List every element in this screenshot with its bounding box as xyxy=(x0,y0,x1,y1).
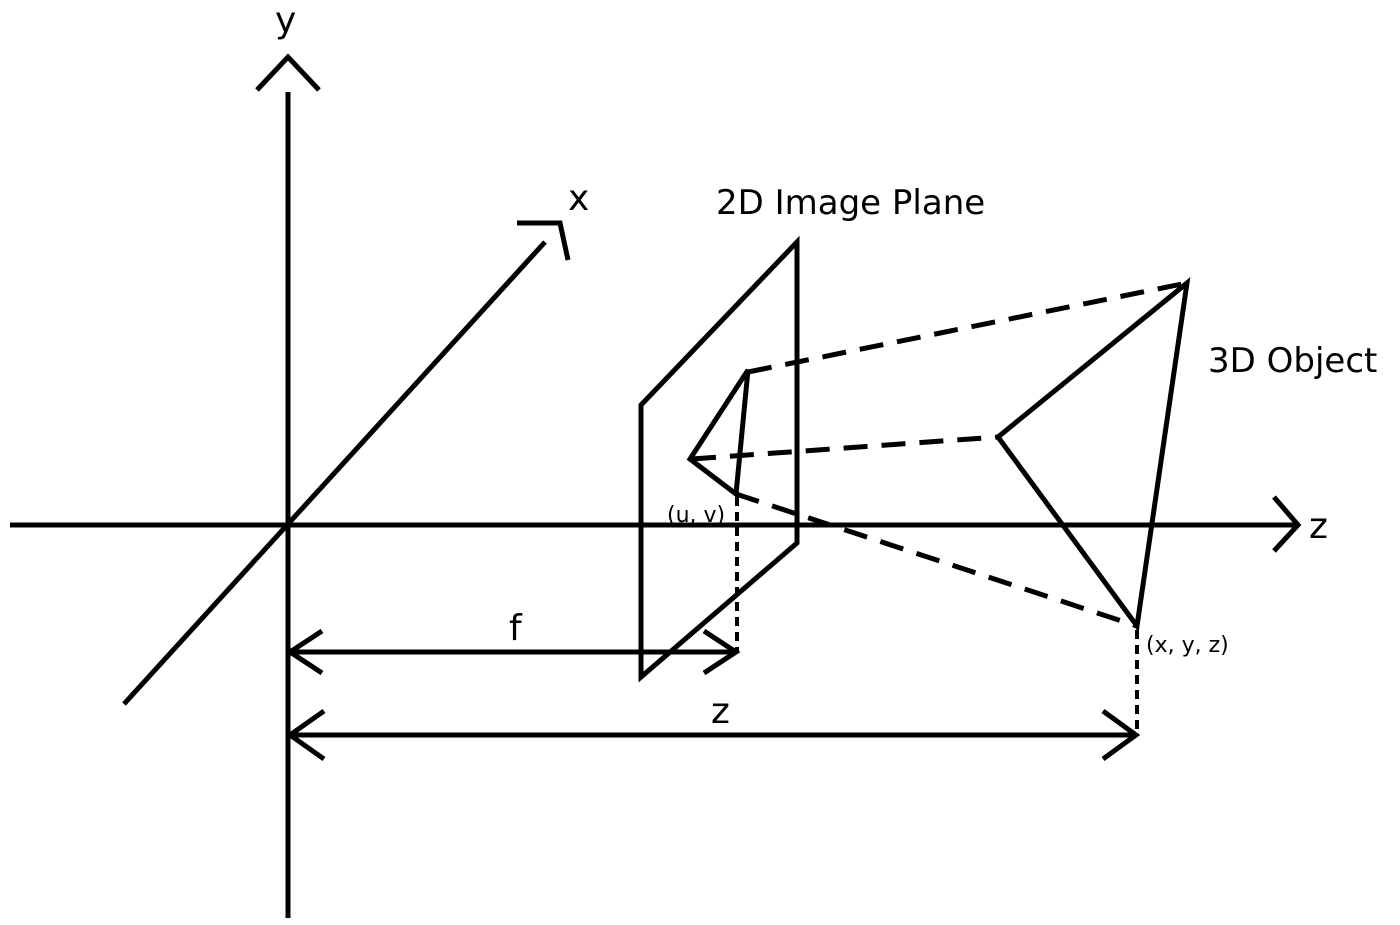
projection-ray-middle xyxy=(691,434,999,462)
projection-ray-bottom xyxy=(735,491,1138,629)
projection-ray-top xyxy=(747,280,1188,375)
z-axis-arrowhead xyxy=(1272,495,1302,553)
projection-rays xyxy=(691,280,1188,629)
z-axis-label: z xyxy=(1309,506,1328,547)
y-axis-arrowhead xyxy=(255,53,321,92)
x-axis-arrowhead xyxy=(517,220,571,261)
image-point-label: (u, v) xyxy=(667,503,725,528)
depth-arrow xyxy=(285,708,1141,762)
focal-length-label: f xyxy=(509,608,523,649)
object-triangle xyxy=(994,277,1191,633)
y-axis xyxy=(255,53,321,918)
depth-label: z xyxy=(711,691,730,732)
focal-length-arrow xyxy=(285,628,741,676)
y-axis-label: y xyxy=(275,0,296,41)
object-label: 3D Object xyxy=(1208,341,1377,381)
image-plane-label: 2D Image Plane xyxy=(716,183,985,223)
object-point-label: (x, y, z) xyxy=(1146,633,1229,658)
projected-triangle xyxy=(686,368,751,499)
x-axis xyxy=(122,220,571,706)
image-plane xyxy=(638,235,800,683)
x-axis-label: x xyxy=(568,178,589,219)
z-axis xyxy=(10,495,1302,553)
